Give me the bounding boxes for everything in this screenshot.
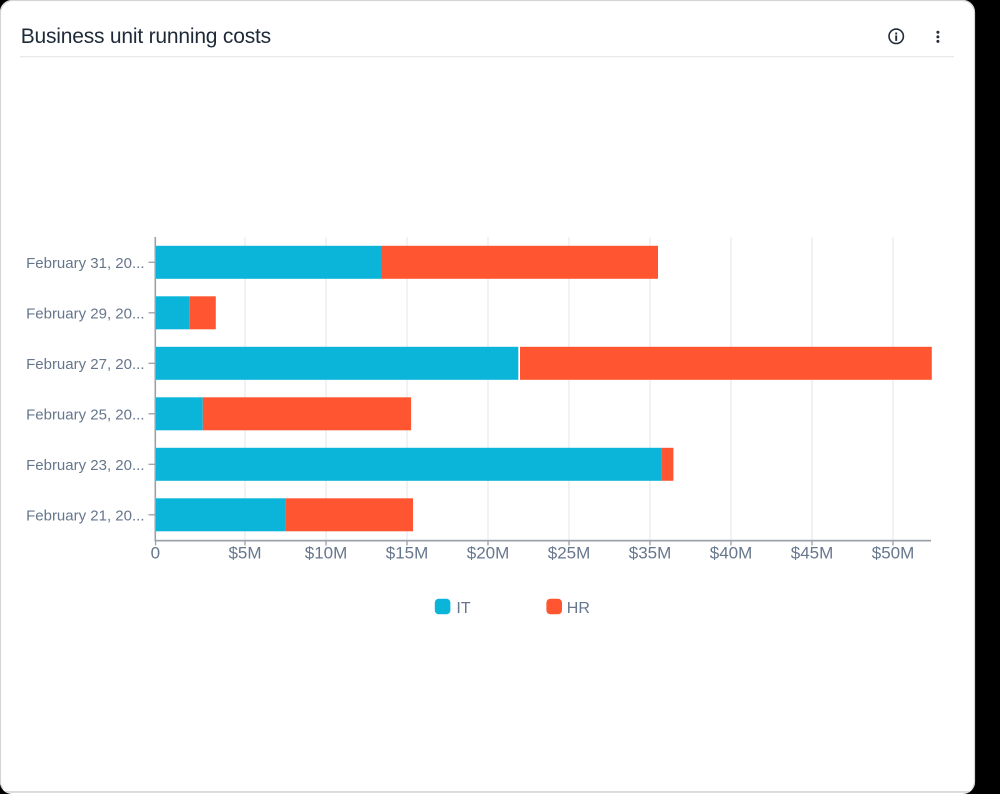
svg-text:February 25, 20...: February 25, 20... bbox=[26, 406, 144, 423]
svg-text:February 23, 20...: February 23, 20... bbox=[26, 457, 144, 474]
svg-text:February 27, 20...: February 27, 20... bbox=[26, 356, 144, 373]
svg-text:February 21, 20...: February 21, 20... bbox=[26, 507, 144, 524]
svg-text:$5M: $5M bbox=[228, 544, 261, 563]
svg-text:IT: IT bbox=[456, 600, 470, 617]
svg-text:$40M: $40M bbox=[710, 544, 753, 563]
svg-text:$10M: $10M bbox=[305, 544, 348, 563]
svg-text:$45M: $45M bbox=[791, 544, 834, 563]
svg-text:$20M: $20M bbox=[467, 544, 510, 563]
svg-text:0: 0 bbox=[151, 544, 160, 563]
svg-text:$35M: $35M bbox=[629, 544, 672, 563]
svg-text:$50M: $50M bbox=[872, 544, 915, 563]
svg-text:$15M: $15M bbox=[386, 544, 429, 563]
svg-text:February 31, 20...: February 31, 20... bbox=[26, 255, 144, 272]
svg-text:Business unit running costs: Business unit running costs bbox=[21, 25, 271, 48]
svg-text:February 29, 20...: February 29, 20... bbox=[26, 305, 144, 322]
svg-text:$25M: $25M bbox=[548, 544, 591, 563]
svg-text:HR: HR bbox=[567, 600, 590, 617]
